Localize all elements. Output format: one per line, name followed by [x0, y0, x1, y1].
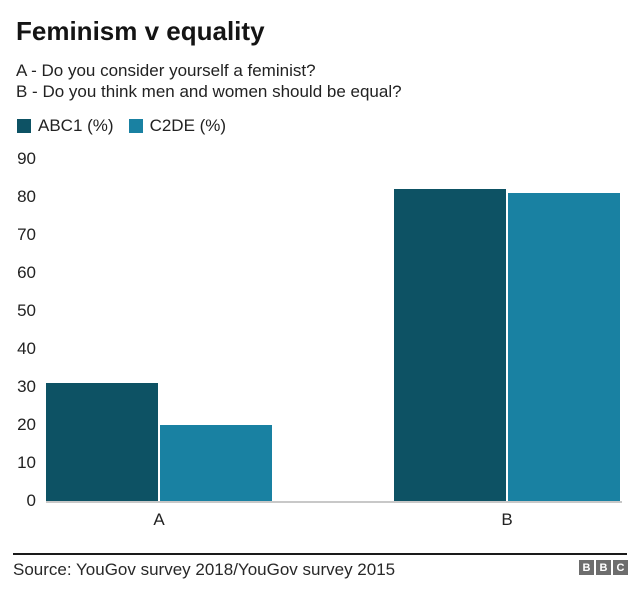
y-axis-tick-60: 60	[17, 263, 36, 282]
y-axis-tick-40: 40	[17, 339, 36, 358]
legend-swatch-abc1	[17, 119, 31, 133]
chart-subtitle: A - Do you consider yourself a feminist?…	[16, 60, 402, 102]
x-axis-baseline	[46, 501, 622, 503]
y-axis-tick-80: 80	[17, 187, 36, 206]
legend-item-abc1: ABC1 (%)	[17, 116, 114, 136]
chart-title: Feminism v equality	[16, 16, 265, 46]
subtitle-line-a: A - Do you consider yourself a feminist?	[16, 61, 316, 80]
x-axis-label-A: A	[153, 510, 165, 529]
y-axis-tick-50: 50	[17, 301, 36, 320]
chart-legend: ABC1 (%) C2DE (%)	[17, 116, 226, 136]
legend-label-c2de: C2DE (%)	[149, 116, 227, 135]
legend-item-c2de: C2DE (%)	[128, 116, 227, 136]
y-axis-tick-30: 30	[17, 377, 36, 396]
bbc-logo-letter-0: B	[579, 560, 594, 575]
subtitle-line-b: B - Do you think men and women should be…	[16, 82, 402, 101]
legend-swatch-c2de	[128, 119, 143, 133]
bar-A-c2de	[160, 425, 272, 501]
bar-B-abc1	[394, 189, 506, 501]
y-axis-tick-10: 10	[17, 453, 36, 472]
bbc-logo-letter-1: B	[596, 560, 611, 575]
bbc-logo-letter-2: C	[613, 560, 628, 575]
y-axis-tick-70: 70	[17, 225, 36, 244]
y-axis-tick-20: 20	[17, 415, 36, 434]
legend-label-abc1: ABC1 (%)	[38, 116, 114, 135]
y-axis-tick-0: 0	[26, 491, 36, 510]
bar-B-c2de	[508, 193, 620, 501]
footer-divider	[13, 553, 627, 555]
bar-A-abc1	[46, 383, 158, 501]
x-axis-label-B: B	[501, 510, 513, 529]
y-axis-tick-90: 90	[17, 149, 36, 168]
source-caption: Source: YouGov survey 2018/YouGov survey…	[13, 560, 396, 579]
